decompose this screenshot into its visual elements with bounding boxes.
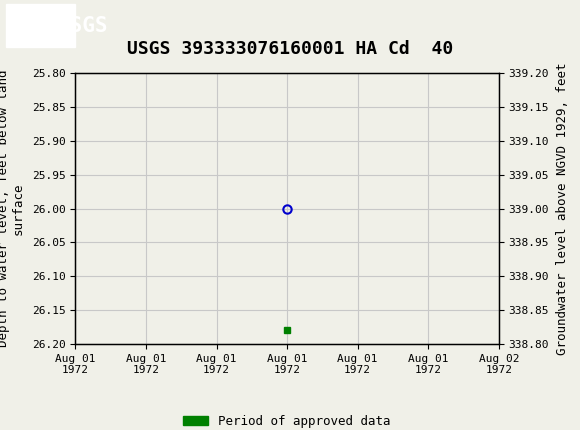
FancyBboxPatch shape xyxy=(6,4,75,47)
Y-axis label: Depth to water level, feet below land
surface: Depth to water level, feet below land su… xyxy=(0,70,25,347)
Legend: Period of approved data: Period of approved data xyxy=(179,410,396,430)
Text: USGS 393333076160001 HA Cd  40: USGS 393333076160001 HA Cd 40 xyxy=(127,40,453,58)
Y-axis label: Groundwater level above NGVD 1929, feet: Groundwater level above NGVD 1929, feet xyxy=(556,62,569,355)
Text: USGS: USGS xyxy=(58,16,108,36)
